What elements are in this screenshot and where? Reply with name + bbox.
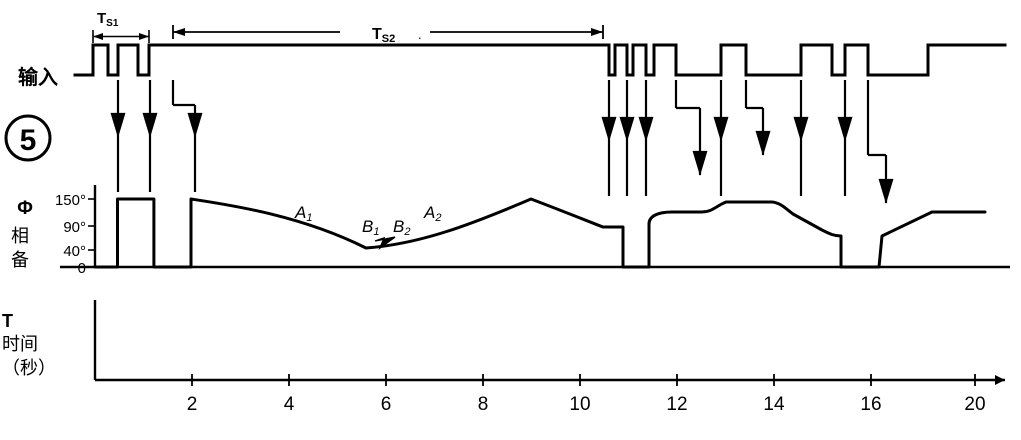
svg-text:时间: 时间 [2,334,38,354]
svg-text:0: 0 [78,260,86,277]
svg-text:2: 2 [187,394,198,415]
svg-text:6: 6 [381,394,392,415]
svg-text:相: 相 [11,226,29,246]
svg-text:10: 10 [569,394,590,415]
svg-text:（秒）: （秒） [2,358,56,378]
svg-text:4: 4 [284,394,295,415]
svg-text:150°: 150° [55,192,86,209]
svg-text:Φ: Φ [17,198,33,219]
svg-text:输入: 输入 [18,65,58,89]
svg-text:5: 5 [20,124,37,157]
svg-text:14: 14 [763,394,785,415]
svg-text:16: 16 [860,394,881,415]
svg-text:8: 8 [478,394,489,415]
svg-text:.: . [418,27,422,42]
svg-text:90°: 90° [63,219,86,236]
svg-text:20: 20 [964,394,985,415]
svg-text:备: 备 [11,250,29,270]
svg-text:40°: 40° [63,243,86,260]
svg-text:T: T [2,311,13,331]
svg-text:12: 12 [666,394,687,415]
